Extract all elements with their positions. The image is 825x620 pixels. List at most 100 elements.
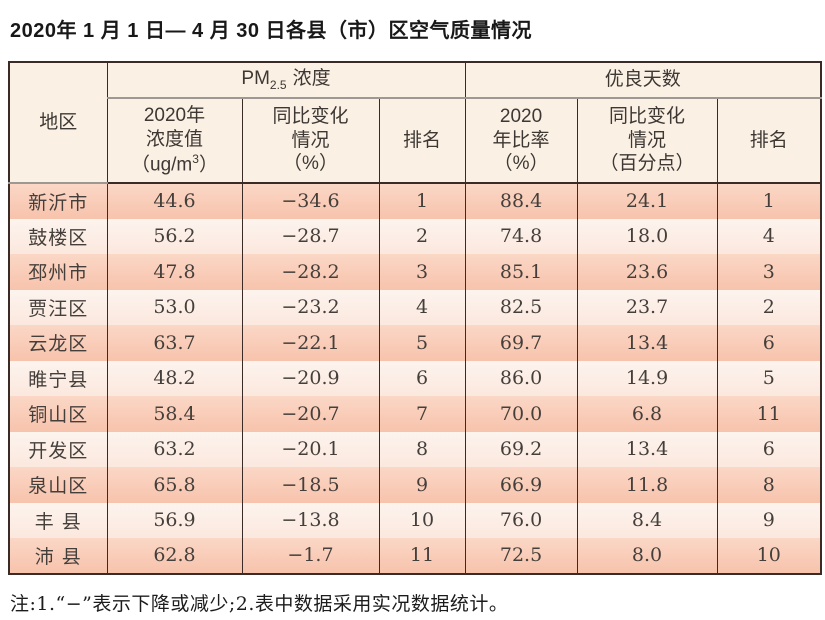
pm-rank-cell: 10 <box>378 502 466 538</box>
good-rate-cell: 82.5 <box>464 289 578 325</box>
region-cell: 沛 县 <box>8 538 107 574</box>
header-line: 年比率 <box>492 129 550 151</box>
good-change-cell: 18.0 <box>576 218 718 254</box>
good-rank-cell: 11 <box>716 396 822 432</box>
table-row: 睢宁县 48.2 −20.9 6 86.0 14.9 5 <box>8 360 822 396</box>
good-rate-cell: 76.0 <box>464 502 578 538</box>
pm-value-cell: 63.7 <box>106 325 242 361</box>
good-rank-cell: 5 <box>716 360 822 396</box>
pm-rank-cell: 7 <box>378 396 466 432</box>
good-rank-cell: 2 <box>716 289 822 325</box>
good-rate-column-header: 2020 年比率 （%） <box>464 98 578 184</box>
table-row: 铜山区 58.4 −20.7 7 70.0 6.8 11 <box>8 396 822 432</box>
table-row: 泉山区 65.8 −18.5 9 66.9 11.8 8 <box>8 467 822 503</box>
pm-value-cell: 63.2 <box>106 431 242 467</box>
header-line: 同比变化 <box>609 105 686 127</box>
header-line: 2020 <box>499 105 543 127</box>
good-rank-cell: 6 <box>716 431 822 467</box>
good-change-cell: 8.0 <box>576 538 718 574</box>
region-cell: 睢宁县 <box>8 360 107 396</box>
pm-rank-cell: 11 <box>378 538 466 574</box>
region-cell: 鼓楼区 <box>8 218 107 254</box>
footnote: 注:1.“−”表示下降或减少;2.表中数据采用实况数据统计。 <box>10 592 509 615</box>
pm-change-cell: −28.2 <box>241 254 379 290</box>
region-cell: 邳州市 <box>8 254 107 290</box>
good-rate-cell: 85.1 <box>464 254 578 290</box>
good-change-cell: 13.4 <box>576 325 718 361</box>
good-rank-cell: 6 <box>716 325 822 361</box>
pm-value-column-header: 2020年 浓度值 （ug/m3） <box>106 98 242 184</box>
pm-change-cell: −23.2 <box>241 289 379 325</box>
pm-rank-cell: 6 <box>378 360 466 396</box>
good-days-group-header: 优良天数 <box>464 62 822 99</box>
pm-value-cell: 58.4 <box>106 396 242 432</box>
region-cell: 云龙区 <box>8 325 107 361</box>
pm-change-cell: −20.1 <box>241 431 379 467</box>
pm-rank-cell: 1 <box>378 183 466 219</box>
good-rate-cell: 74.8 <box>464 218 578 254</box>
pm-rank-cell: 8 <box>378 431 466 467</box>
good-change-cell: 23.7 <box>576 289 718 325</box>
good-rank-cell: 10 <box>716 538 822 574</box>
table-row: 新沂市 44.6 −34.6 1 88.4 24.1 1 <box>8 183 822 219</box>
unit-prefix: （ug/m <box>131 154 193 176</box>
table-header: 地区 PM2.5 浓度 优良天数 2020年 浓度值 （ug/m3） 同比变化 情… <box>8 62 822 184</box>
good-rank-cell: 4 <box>716 218 822 254</box>
good-change-cell: 6.8 <box>576 396 718 432</box>
good-change-cell: 8.4 <box>576 502 718 538</box>
pm-change-cell: −13.8 <box>241 502 379 538</box>
good-rate-cell: 72.5 <box>464 538 578 574</box>
good-rank-cell: 3 <box>716 254 822 290</box>
unit-superscript: 3 <box>192 151 199 166</box>
pm-change-cell: −28.7 <box>241 218 379 254</box>
region-cell: 铜山区 <box>8 396 107 432</box>
pm25-label-subscript: 2.5 <box>269 77 287 92</box>
header-line: （百分点） <box>599 153 695 175</box>
good-rate-cell: 86.0 <box>464 360 578 396</box>
pm-rank-cell: 9 <box>378 467 466 503</box>
good-rate-cell: 66.9 <box>464 467 578 503</box>
pm-change-cell: −20.9 <box>241 360 379 396</box>
pm-change-cell: −20.7 <box>241 396 379 432</box>
pm-value-cell: 56.2 <box>106 218 242 254</box>
header-line: 浓度值 <box>145 128 203 150</box>
region-cell: 泉山区 <box>8 467 107 503</box>
header-line: （%） <box>283 153 338 175</box>
good-change-cell: 11.8 <box>576 467 718 503</box>
pm-change-cell: −1.7 <box>241 538 379 574</box>
pm-value-cell: 53.0 <box>106 289 242 325</box>
table-row: 邳州市 47.8 −28.2 3 85.1 23.6 3 <box>8 254 822 290</box>
table-row: 沛 县 62.8 −1.7 11 72.5 8.0 10 <box>8 538 822 574</box>
table-row: 开发区 63.2 −20.1 8 69.2 13.4 6 <box>8 431 822 467</box>
region-column-header: 地区 <box>8 62 107 184</box>
good-change-column-header: 同比变化 情况 （百分点） <box>576 98 718 184</box>
header-line: （ug/m3） <box>108 152 242 177</box>
good-rank-column-header: 排名 <box>716 98 822 184</box>
header-sub-row: 2020年 浓度值 （ug/m3） 同比变化 情况 （%） 排名 2020 年比… <box>9 98 822 184</box>
good-change-cell: 14.9 <box>576 360 718 396</box>
unit-suffix: ） <box>198 154 218 176</box>
good-change-cell: 13.4 <box>576 431 718 467</box>
table-row: 丰 县 56.9 −13.8 10 76.0 8.4 9 <box>8 502 822 538</box>
pm-value-cell: 44.6 <box>106 183 242 219</box>
table-body: 新沂市 44.6 −34.6 1 88.4 24.1 1 鼓楼区 56.2 −28.7 2 74.8 1… <box>8 183 822 574</box>
pm25-label-suffix: 浓度 <box>292 68 331 90</box>
header-line: 同比变化 <box>272 105 349 127</box>
pm-value-cell: 48.2 <box>106 360 242 396</box>
pm-change-cell: −22.1 <box>241 325 379 361</box>
pm-change-cell: −18.5 <box>241 467 379 503</box>
region-cell: 丰 县 <box>8 502 107 538</box>
pm-rank-cell: 2 <box>378 218 466 254</box>
region-cell: 新沂市 <box>8 183 107 219</box>
good-rate-cell: 69.7 <box>464 325 578 361</box>
good-rate-cell: 70.0 <box>464 396 578 432</box>
header-line: （%） <box>493 153 549 175</box>
pm-rank-column-header: 排名 <box>378 98 466 184</box>
pm-value-cell: 47.8 <box>106 254 242 290</box>
good-change-cell: 24.1 <box>576 183 718 219</box>
header-line: 2020年 <box>143 105 206 127</box>
good-rate-cell: 88.4 <box>464 183 578 219</box>
page-title: 2020年 1 月 1 日— 4 月 30 日各县（市）区空气质量情况 <box>10 20 533 42</box>
pm-value-cell: 62.8 <box>106 538 242 574</box>
